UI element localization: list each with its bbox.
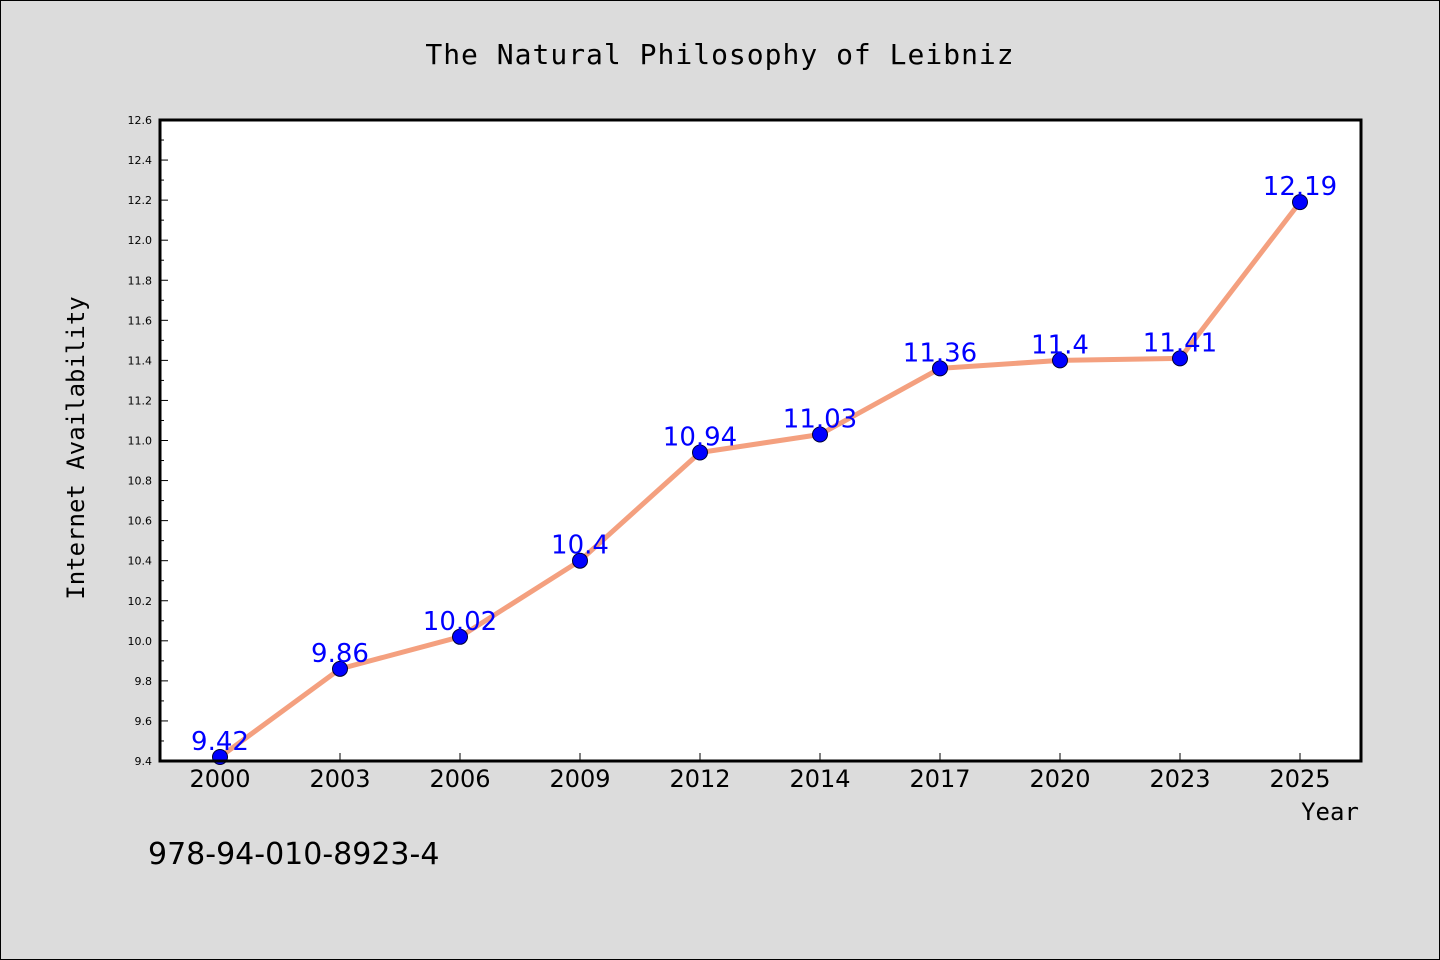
data-point-marker — [1172, 350, 1188, 367]
series-layer — [212, 194, 1308, 765]
y-tick-label: 10.2 — [128, 595, 153, 608]
y-tick-label: 9.6 — [135, 715, 153, 728]
plot-area — [160, 120, 1361, 761]
x-tick-label: 2023 — [1149, 765, 1210, 793]
y-tick-label: 11.8 — [128, 274, 153, 287]
data-point-marker — [452, 628, 468, 645]
y-tick-label: 10.8 — [128, 475, 153, 488]
y-tick-label: 10.6 — [128, 515, 153, 528]
data-label: 9.86 — [311, 639, 369, 669]
y-tick-label: 11.6 — [128, 314, 153, 327]
data-point-marker — [332, 660, 348, 677]
y-tick-label: 12.6 — [128, 114, 153, 127]
data-point-marker — [932, 360, 948, 377]
data-label: 11.03 — [783, 404, 857, 434]
data-label: 11.4 — [1031, 330, 1089, 360]
data-label: 10.94 — [663, 423, 737, 453]
data-label: 10.02 — [423, 607, 497, 637]
series-line — [218, 200, 1302, 760]
data-label: 12.19 — [1263, 172, 1337, 202]
y-tick-label: 12.4 — [128, 154, 153, 167]
data-point-marker — [812, 426, 828, 443]
y-tick-label: 12.2 — [128, 194, 153, 207]
data-point-marker — [572, 552, 588, 569]
y-axis-label: Internet Availability — [62, 296, 90, 599]
x-tick-label: 2017 — [909, 765, 970, 793]
data-point-marker — [692, 444, 708, 461]
data-point-marker — [1052, 352, 1068, 369]
y-tick-label: 12.0 — [128, 234, 153, 247]
x-tick-label: 2020 — [1029, 765, 1090, 793]
y-tick-label: 11.0 — [128, 435, 153, 448]
y-tick-label: 9.4 — [135, 755, 153, 768]
data-label: 10.4 — [551, 531, 609, 561]
x-axis-label: Year — [1301, 798, 1359, 826]
y-tick-label: 10.0 — [128, 635, 153, 648]
plot-border — [158, 118, 1363, 763]
x-tick-label: 2012 — [669, 765, 730, 793]
data-label: 11.36 — [903, 338, 977, 368]
x-tick-label: 2014 — [789, 765, 850, 793]
x-axis: 2000 2003 2006 2009 2012 2014 2017 2020 2023 2025 — [189, 753, 1331, 793]
data-label-layer: 9.42 9.86 10.02 10.4 10.94 11.03 11.36 11.4 11.4… — [191, 172, 1337, 757]
x-tick-label: 2025 — [1269, 765, 1330, 793]
x-tick-label: 2000 — [189, 765, 250, 793]
y-tick-label: 11.4 — [128, 354, 153, 367]
y-tick-label: 11.2 — [128, 394, 153, 407]
data-label: 9.42 — [191, 727, 249, 757]
x-tick-label: 2009 — [549, 765, 610, 793]
chart-title: The Natural Philosophy of Leibniz — [425, 38, 1014, 71]
y-tick-label: 9.8 — [135, 675, 153, 688]
x-tick-label: 2003 — [309, 765, 370, 793]
data-label: 11.41 — [1143, 328, 1217, 358]
data-point-marker — [1292, 194, 1308, 211]
footer-isbn: 978-94-010-8923-4 — [148, 837, 439, 872]
y-tick-label: 10.4 — [128, 555, 153, 568]
x-tick-label: 2006 — [429, 765, 490, 793]
